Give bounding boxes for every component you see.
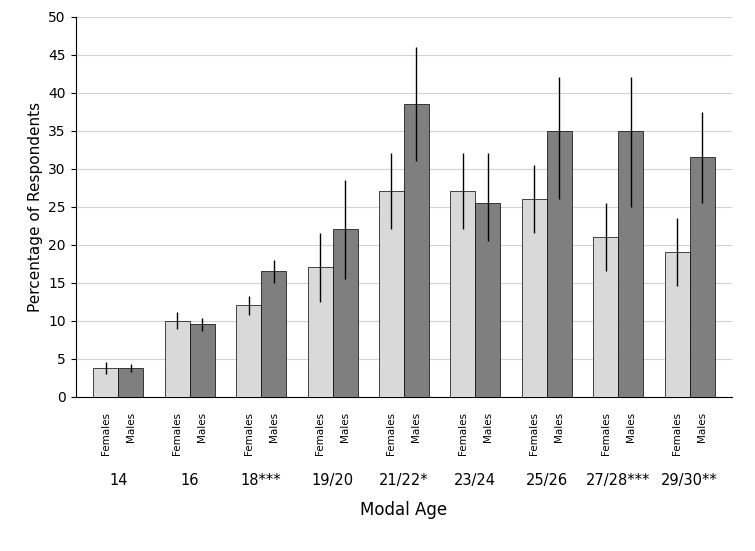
Text: 21/22*: 21/22* [379,473,429,488]
Bar [664,252,689,397]
Bar [261,271,286,397]
Text: Males: Males [340,412,350,442]
Bar [236,305,261,397]
Text: 18***: 18*** [241,473,282,488]
Text: 14: 14 [109,473,128,488]
Y-axis label: Percentage of Respondents: Percentage of Respondents [28,101,42,312]
Bar [119,368,143,397]
Text: Males: Males [697,412,707,442]
Bar [593,237,618,397]
Text: Males: Males [269,412,279,442]
Text: 19/20: 19/20 [312,473,353,488]
Bar [190,325,214,397]
Bar [165,321,190,397]
Bar [522,199,547,397]
Text: Males: Males [626,412,636,442]
Text: 27/28***: 27/28*** [586,473,650,488]
Text: Females: Females [172,412,182,455]
Text: Females: Females [101,412,111,455]
Text: Males: Males [197,412,207,442]
Text: Modal Age: Modal Age [360,501,448,519]
Text: Females: Females [387,412,396,455]
Bar [94,368,119,397]
Bar [476,203,501,397]
Bar [332,229,358,397]
Text: Males: Males [554,412,564,442]
Text: Females: Females [244,412,254,455]
Text: Females: Females [458,412,468,455]
Text: Males: Males [482,412,493,442]
Text: 29/30**: 29/30** [661,473,718,488]
Bar [618,131,643,397]
Text: Males: Males [126,412,136,442]
Text: 25/26: 25/26 [525,473,568,488]
Bar [547,131,572,397]
Text: Females: Females [601,412,611,455]
Bar [404,104,429,397]
Text: Males: Males [411,412,421,442]
Bar [450,191,476,397]
Bar [379,191,404,397]
Bar [307,267,332,397]
Text: 16: 16 [180,473,199,488]
Text: Females: Females [315,412,325,455]
Text: 23/24: 23/24 [455,473,496,488]
Text: Females: Females [672,412,682,455]
Bar [689,157,714,397]
Text: Females: Females [529,412,539,455]
